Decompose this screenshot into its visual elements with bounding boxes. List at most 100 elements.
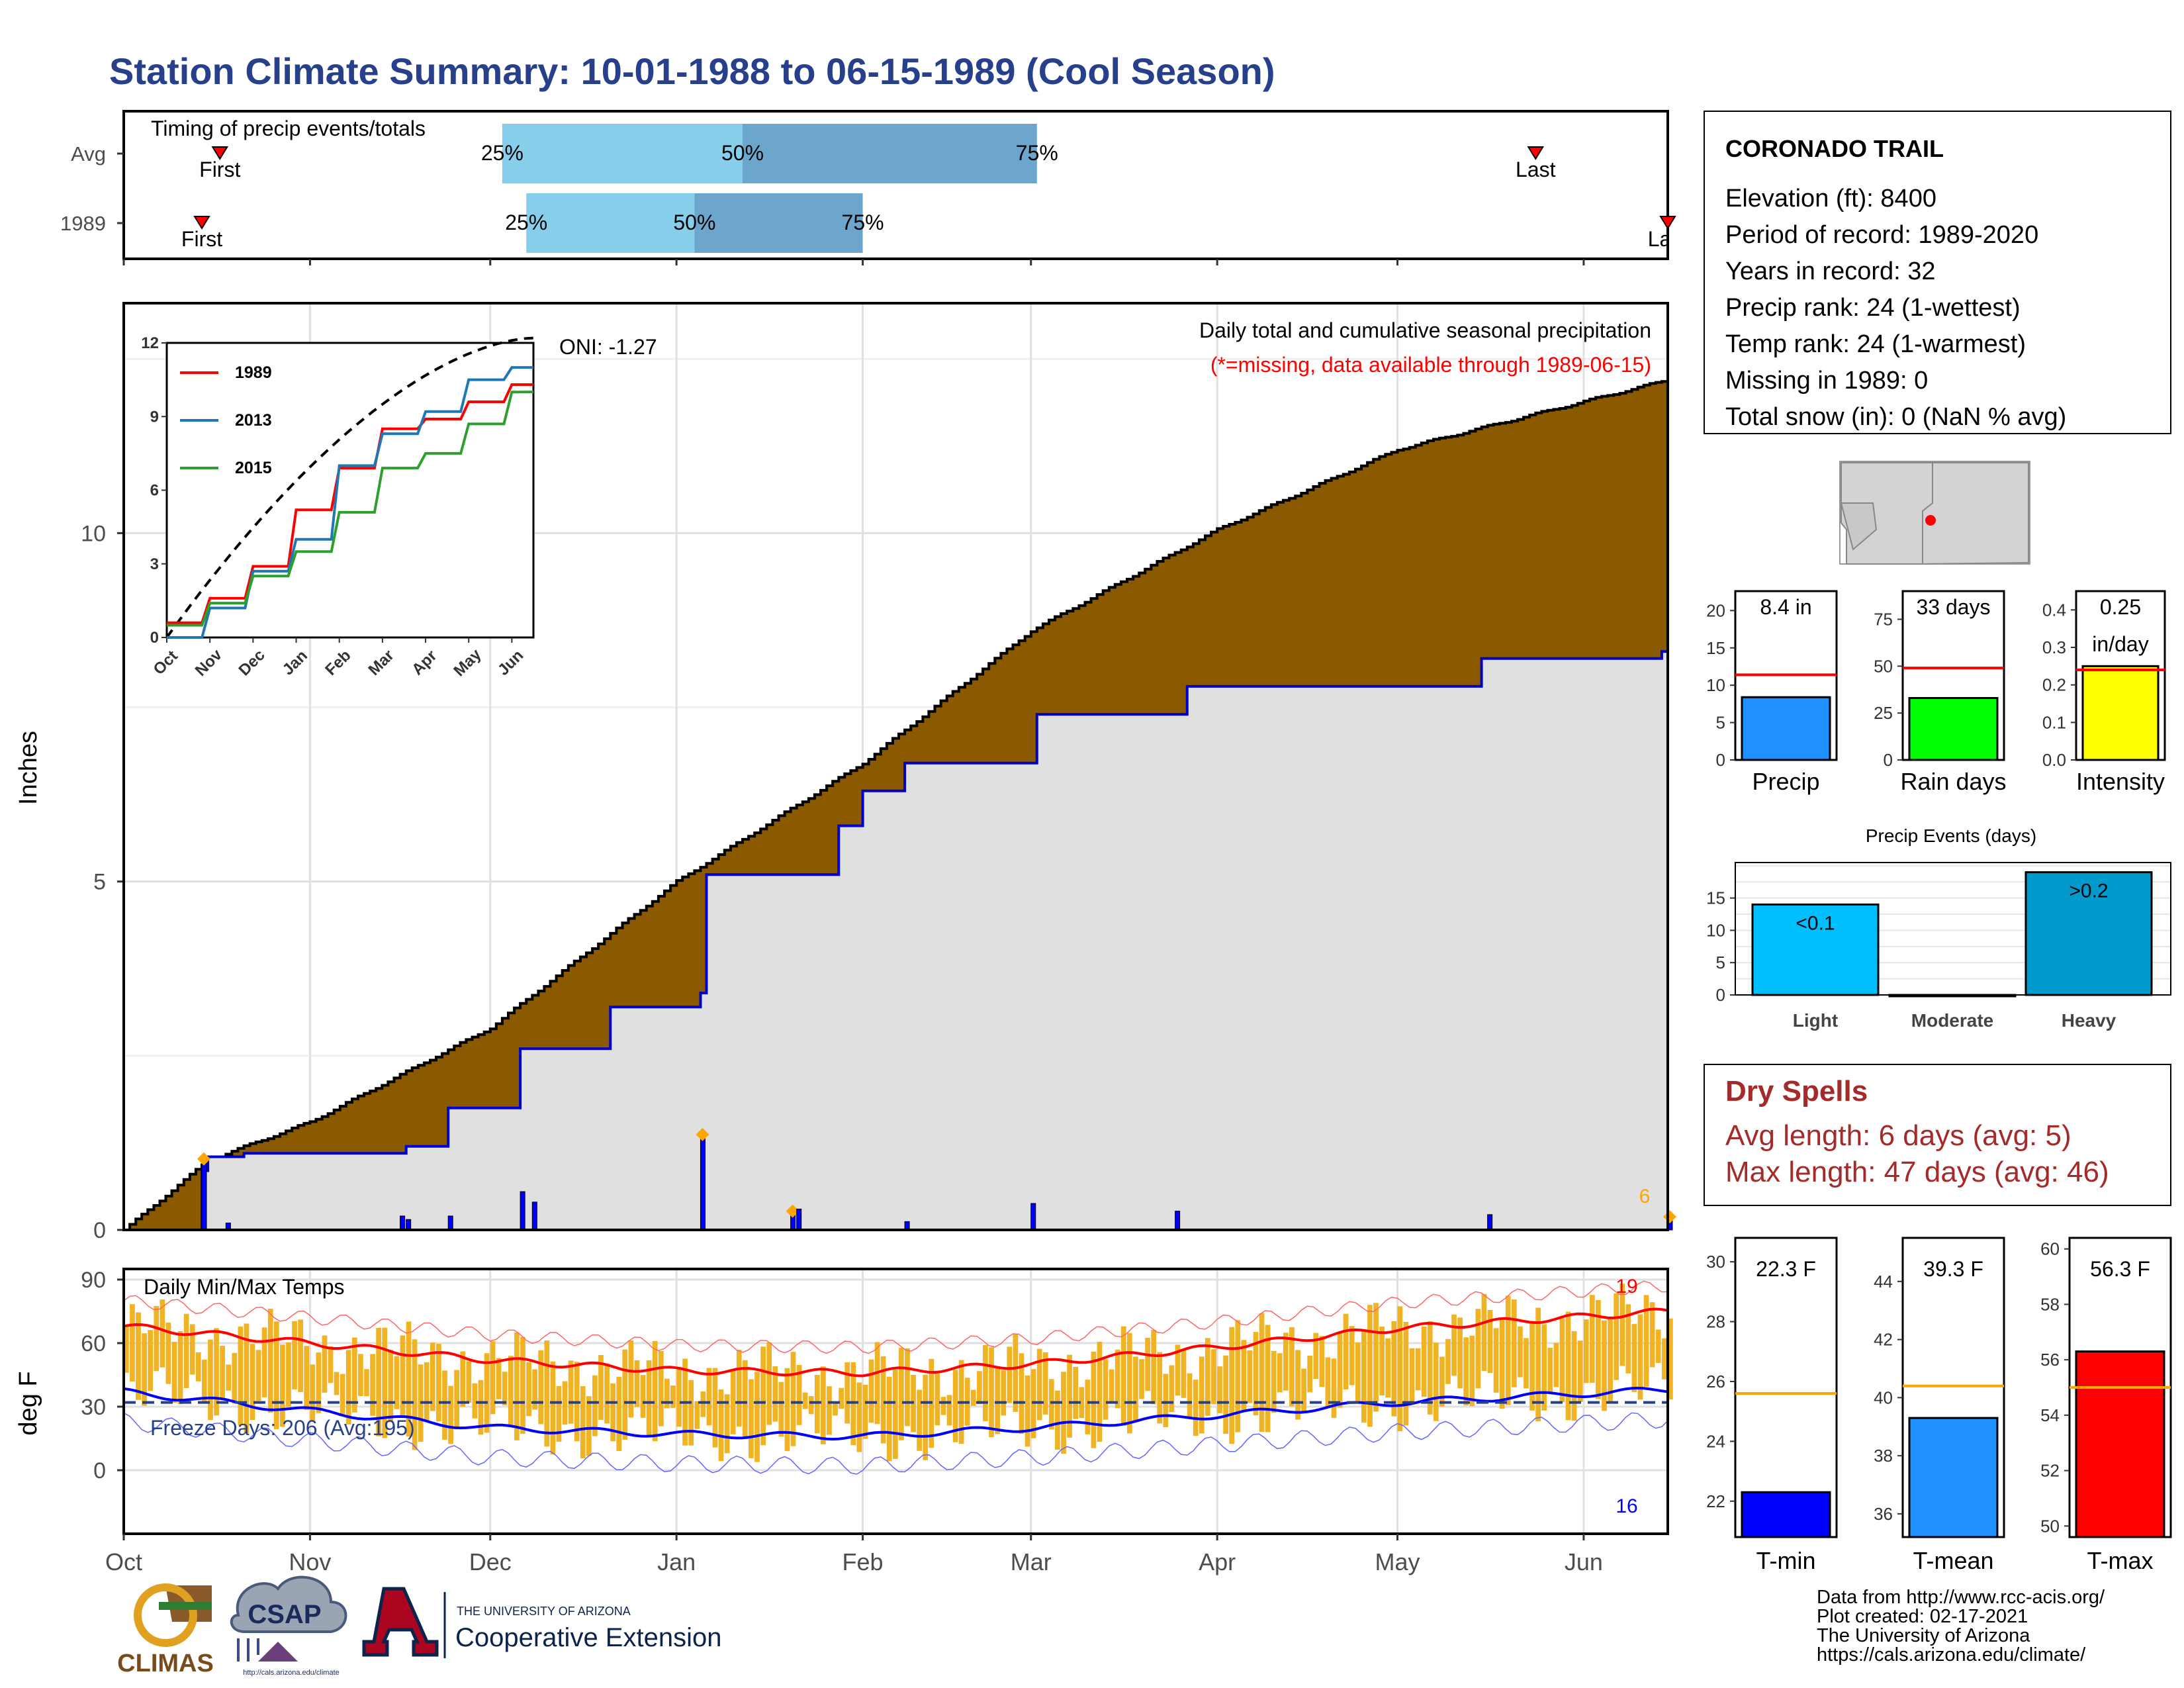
daily-temp-bar — [261, 1327, 267, 1397]
daily-temp-bar — [796, 1365, 802, 1425]
daily-temp-bar — [250, 1344, 255, 1421]
daily-temp-bar — [1079, 1387, 1085, 1419]
event-category-label: Light — [1793, 1010, 1838, 1031]
daily-temp-bar — [700, 1391, 706, 1417]
mini-bar-y-tick-label: 75 — [1874, 610, 1893, 630]
daily-temp-bar — [670, 1385, 676, 1408]
daily-temp-bar — [1133, 1356, 1138, 1421]
daily-temp-bar — [1211, 1349, 1216, 1405]
mini-bar-y-tick-label: 30 — [1706, 1252, 1725, 1272]
daily-precip-bar — [531, 1201, 537, 1231]
first-event-marker — [193, 216, 210, 230]
daily-temp-bar — [1283, 1333, 1289, 1391]
daily-temp-bar — [1013, 1334, 1019, 1412]
mini-bar-y-tick-label: 40 — [1874, 1387, 1893, 1407]
event-bar-label: >0.2 — [2069, 880, 2108, 902]
daily-temp-bar — [1019, 1353, 1024, 1434]
daily-temp-bar — [1073, 1366, 1079, 1419]
mini-bar-y-tick-label: 0.0 — [2042, 750, 2066, 770]
daily-temp-bar — [244, 1323, 250, 1434]
daily-temp-bar — [1577, 1340, 1583, 1402]
climas-logo: CLIMAS — [117, 1583, 214, 1677]
daily-temp-bar — [1115, 1349, 1120, 1409]
daily-temp-bar — [484, 1353, 490, 1433]
daily-temp-bar — [1355, 1342, 1361, 1402]
event-bar — [2025, 871, 2153, 996]
daily-temp-bar — [424, 1362, 430, 1422]
mini-bar-y-tick-label: 56 — [2040, 1350, 2060, 1370]
daily-temp-bar — [844, 1362, 850, 1424]
mini-bar-y-tick-label: 5 — [1716, 713, 1725, 733]
first-event-label: First — [181, 227, 222, 251]
daily-temp-bar — [1331, 1358, 1337, 1418]
daily-temp-bar — [1614, 1293, 1619, 1380]
dry-spells-max: Max length: 47 days (avg: 46) — [1725, 1156, 2109, 1188]
timing-p75-label: 75% — [842, 211, 884, 234]
daily-temp-bar — [202, 1359, 207, 1404]
daily-temp-bar — [406, 1321, 412, 1437]
daily-temp-bar — [148, 1330, 154, 1391]
daily-temp-bar — [351, 1337, 357, 1413]
daily-temp-bar — [664, 1378, 670, 1409]
daily-temp-bar — [1319, 1336, 1325, 1387]
mini-bar-y-tick-label: 15 — [1706, 638, 1725, 658]
daily-temp-bar — [514, 1332, 520, 1440]
daily-temp-bar — [814, 1374, 820, 1434]
daily-temp-bar — [1139, 1359, 1144, 1399]
station-line: Precip rank: 24 (1-wettest) — [1725, 294, 2021, 322]
daily-temp-bar — [1007, 1346, 1013, 1403]
daily-temp-bar — [766, 1342, 772, 1425]
daily-temp-bar — [1463, 1337, 1469, 1406]
mini-bar-value — [1741, 1491, 1831, 1538]
daily-temp-bar — [1343, 1313, 1349, 1389]
daily-temp-bar — [1493, 1328, 1499, 1393]
daily-temp-bar — [1391, 1321, 1397, 1417]
daily-temp-bar — [1048, 1379, 1054, 1430]
mini-bar-y-tick-label: 0 — [1716, 750, 1725, 770]
season-total-bars: 0 5 10 15 20 8.4 in Precip 0 25 50 75 33 days Rain d… — [1706, 590, 2166, 795]
daily-temp-bar — [1421, 1326, 1427, 1397]
daily-temp-bar — [502, 1372, 508, 1405]
inset-frame — [165, 342, 535, 639]
mini-bar-y-tick-label: 0.2 — [2042, 675, 2066, 695]
timing-panel: Timing of precip events/totals Avg 1989 … — [60, 110, 1676, 265]
daily-temp-bar — [1481, 1293, 1487, 1372]
daily-temp-bar — [694, 1401, 700, 1429]
daily-temp-bar — [1451, 1314, 1457, 1376]
daily-temp-bar — [1151, 1329, 1157, 1405]
mini-bar-y-tick-label: 60 — [2040, 1239, 2060, 1259]
daily-temp-bar — [286, 1342, 291, 1407]
daily-temp-bar — [183, 1313, 189, 1388]
daily-temp-bar — [1055, 1390, 1060, 1450]
daily-temp-bar — [706, 1368, 712, 1426]
daily-temp-bar — [1337, 1332, 1343, 1408]
daily-temp-bar — [267, 1309, 273, 1413]
daily-temp-bar — [238, 1326, 244, 1426]
daily-temp-bar — [316, 1352, 322, 1413]
daily-temp-bar — [298, 1319, 303, 1392]
daily-temp-bar — [580, 1386, 586, 1459]
daily-temp-bar — [1097, 1341, 1103, 1442]
first-event-marker — [211, 146, 229, 160]
daily-temp-bar — [1385, 1338, 1391, 1398]
daily-temp-bar — [586, 1396, 592, 1456]
daily-temp-bar — [1565, 1311, 1571, 1421]
month-tick-label: Feb — [842, 1548, 884, 1575]
daily-temp-bar — [892, 1370, 898, 1460]
daily-temp-bar — [1524, 1338, 1529, 1389]
mini-bar-y-tick-label: 0.4 — [2042, 600, 2066, 620]
daily-temp-bar — [1265, 1325, 1271, 1432]
daily-temp-bar — [388, 1350, 394, 1423]
first-event-label: First — [199, 158, 240, 181]
mini-bar-y-tick-label: 28 — [1706, 1312, 1725, 1332]
mini-bar-y-tick-label: 50 — [1874, 656, 1893, 676]
mini-bar-y-tick-label: 26 — [1706, 1372, 1725, 1391]
daily-temp-bar — [1511, 1299, 1517, 1387]
daily-temp-bar — [154, 1305, 159, 1372]
daily-temp-bar — [562, 1381, 568, 1425]
daily-temp-bar — [304, 1346, 310, 1411]
daily-temp-bar — [754, 1372, 760, 1462]
daily-temp-bar — [1187, 1373, 1193, 1419]
daily-temp-bar — [442, 1370, 447, 1440]
precip-end-count: 6 — [1639, 1186, 1651, 1207]
